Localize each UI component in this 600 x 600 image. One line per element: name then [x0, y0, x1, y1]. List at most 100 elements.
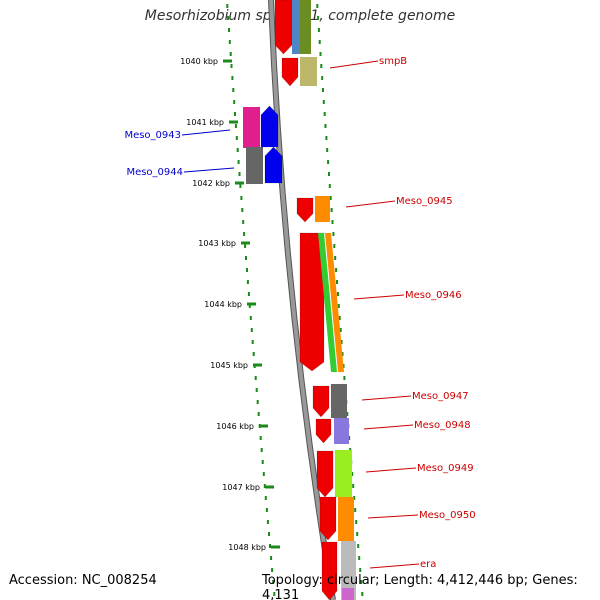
cog-bar: [318, 233, 337, 372]
ring-dot: [235, 136, 238, 140]
tick-mark: [259, 424, 268, 428]
ring-dot: [234, 112, 236, 116]
ring-dot: [324, 124, 327, 128]
ring-dot: [321, 76, 324, 80]
gene-arrow-plus: [315, 418, 332, 444]
tick-mark: [241, 241, 250, 245]
scale-tick: 1040 kbp: [180, 57, 232, 66]
ring-dot: [346, 412, 349, 416]
ring-dot: [322, 88, 324, 92]
ring-dot: [333, 244, 336, 248]
ring-dot: [322, 100, 325, 104]
ring-dot: [348, 436, 351, 440]
gene-label-meso-0949: Meso_0949: [365, 463, 474, 474]
ring-dot: [228, 28, 230, 32]
tick-label: 1044 kbp: [204, 300, 242, 309]
leader-line: [365, 467, 417, 473]
ring-dot: [244, 244, 247, 248]
ring-dot: [342, 364, 345, 368]
gene-labels: smpB Meso_0943 Meso_0944 Meso_0945 Meso_0946…: [124, 56, 475, 570]
gene-arrow-plus: [312, 385, 330, 418]
cog-bar: [331, 384, 347, 418]
gene-arrow-plus: [319, 496, 337, 541]
scale-tick: 1044 kbp: [204, 300, 256, 309]
ring-dot: [237, 160, 240, 164]
tick-label: 1043 kbp: [198, 239, 236, 248]
gene-label-meso-0948: Meso_0948: [363, 420, 471, 431]
ring-dot: [254, 376, 257, 380]
ring-dot: [361, 592, 364, 596]
cog-bar: [338, 497, 354, 541]
tick-mark: [229, 120, 238, 124]
ring-dot: [255, 388, 258, 392]
ring-dot: [264, 496, 267, 500]
ring-dot: [261, 460, 264, 464]
ring-dot: [238, 172, 241, 176]
ring-dot: [317, 16, 320, 20]
tick-label: 1048 kbp: [228, 543, 266, 552]
tick-mark: [235, 181, 244, 185]
ring-dot: [320, 64, 323, 68]
cog-bar: [342, 588, 354, 600]
ring-dot: [269, 544, 271, 548]
ring-dot: [226, 4, 229, 8]
cog-bar: [300, 0, 311, 54]
backbone-ring: [268, 0, 336, 600]
tick-label: 1046 kbp: [216, 422, 254, 431]
gene-label-text: Meso_0948: [414, 420, 471, 431]
ring-dot: [273, 592, 276, 596]
scale-tick: 1043 kbp: [198, 239, 250, 248]
ring-dot: [358, 556, 361, 560]
leader-line: [183, 167, 235, 173]
cog-bar: [300, 57, 317, 86]
gene-arrow-minus: [264, 146, 283, 184]
leader-line: [367, 514, 419, 519]
leader-line: [345, 200, 396, 208]
ring-dot: [231, 76, 234, 80]
cog-bar: [246, 147, 263, 184]
ring-dot: [263, 484, 266, 488]
ring-dot: [228, 40, 231, 44]
gene-label-text: Meso_0949: [417, 463, 474, 474]
ring-dot: [246, 280, 249, 284]
ring-dot: [335, 268, 338, 272]
ring-dot: [343, 376, 346, 380]
ring-dot: [250, 328, 253, 332]
leader-line: [361, 395, 412, 401]
gene-label-text: Meso_0943: [124, 130, 181, 141]
scale-tick: 1041 kbp: [186, 118, 238, 127]
ring-dot: [326, 148, 329, 152]
ring-dot: [329, 196, 332, 200]
cog-bar: [325, 233, 344, 372]
gene-arrow-plus: [321, 541, 338, 600]
cog-bar: [335, 450, 352, 497]
gene-arrow-plus: [296, 197, 314, 223]
ring-dot: [243, 232, 246, 236]
ring-dot: [251, 340, 254, 344]
gene-arrow-plus: [274, 0, 293, 55]
gene-label-text: Meso_0946: [405, 290, 462, 301]
ring-dot: [240, 196, 243, 200]
ring-dot: [266, 520, 269, 524]
ring-dot: [227, 16, 230, 20]
cog-bar: [315, 196, 330, 222]
ring-dot: [330, 208, 333, 212]
tick-mark: [223, 59, 232, 63]
ring-dot: [260, 448, 263, 452]
ring-dot: [332, 232, 335, 236]
gene-label-smpb: smpB: [329, 56, 407, 69]
topology-text: Topology: circular; Length: 4,412,446 bp…: [262, 573, 578, 600]
ring-dot: [351, 472, 354, 476]
ring-dot: [334, 256, 337, 260]
ring-dot: [316, 4, 319, 8]
gene-arrow-minus: [260, 105, 279, 148]
ring-dot: [236, 148, 239, 152]
ring-dot: [340, 340, 343, 344]
scale-tick: 1048 kbp: [228, 543, 280, 552]
ring-dot: [356, 532, 359, 536]
gene-label-text: Meso_0944: [126, 167, 183, 178]
ring-dot: [337, 304, 340, 308]
ring-dot: [354, 508, 357, 512]
ring-dot: [245, 256, 247, 260]
gene-label-text: Meso_0947: [412, 391, 469, 402]
